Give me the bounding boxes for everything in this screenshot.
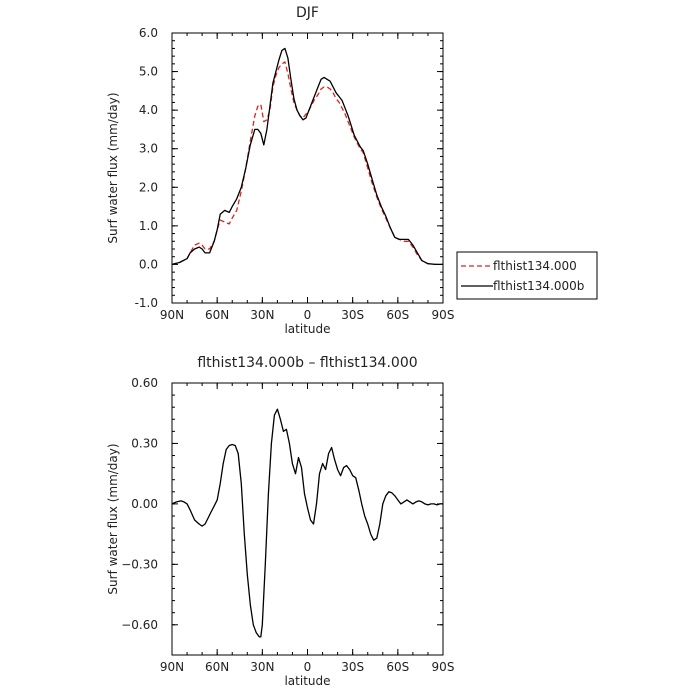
x-tick-label: 60N <box>205 308 229 322</box>
x-tick-label: 60S <box>386 660 409 674</box>
legend: flthist134.000 flthist134.000b <box>456 251 598 300</box>
x-tick-label: 30S <box>341 308 364 322</box>
series-line-flthist134-000b <box>171 47 443 266</box>
x-tick-label: 0 <box>304 660 312 674</box>
x-tick-label: 0 <box>304 308 312 322</box>
x-tick-label: 90N <box>160 308 184 322</box>
plot-frame <box>171 382 444 656</box>
y-tick-label: 0.60 <box>131 376 158 390</box>
chart-panel-1: 90N 60N 30N 0 30S 60S 90S 6.0 5.0 4.0 3.0 2.0 1.0 0.0… <box>106 5 598 336</box>
chart-panel-2: 90N 60N 30N 0 30S 60S 90S 0.60 0.30 0.00 −0.30 −0.6… <box>106 355 454 688</box>
x-tick-label: 60S <box>386 308 409 322</box>
y-tick-label: -1.0 <box>135 296 158 310</box>
x-tick-label: 30S <box>341 660 364 674</box>
y-tick-label: 0.00 <box>131 497 158 511</box>
y-tick-label: 0.0 <box>139 257 158 271</box>
series-line-flthist134-000 <box>171 61 443 266</box>
x-axis-label: latitude <box>284 674 330 688</box>
chart-title: flthist134.000b – flthist134.000 <box>197 355 417 371</box>
legend-box <box>456 251 598 300</box>
chart-title: DJF <box>296 5 319 21</box>
series-line-diff <box>171 408 443 638</box>
x-tick-label: 90N <box>160 660 184 674</box>
y-tick-label: 1.0 <box>139 219 158 233</box>
y-tick-label: −0.30 <box>121 557 158 571</box>
y-tick-label: 3.0 <box>139 142 158 156</box>
y-tick-label: 6.0 <box>139 26 158 40</box>
x-tick-label: 30N <box>250 308 274 322</box>
y-tick-label: 5.0 <box>139 65 158 79</box>
y-tick-label: 2.0 <box>139 180 158 194</box>
x-tick-label: 90S <box>432 660 455 674</box>
x-tick-label: 90S <box>432 308 455 322</box>
legend-entry: flthist134.000b <box>493 279 584 293</box>
y-tick-label: 4.0 <box>139 103 158 117</box>
y-axis-label: Surf water flux (mm/day) <box>106 92 120 243</box>
plot-frame <box>171 32 444 304</box>
y-axis-label: Surf water flux (mm/day) <box>106 443 120 594</box>
x-tick-label: 30N <box>250 660 274 674</box>
x-axis-label: latitude <box>284 322 330 336</box>
y-tick-label: 0.30 <box>131 436 158 450</box>
legend-entry: flthist134.000 <box>493 259 577 273</box>
y-tick-label: −0.60 <box>121 618 158 632</box>
x-tick-label: 60N <box>205 660 229 674</box>
